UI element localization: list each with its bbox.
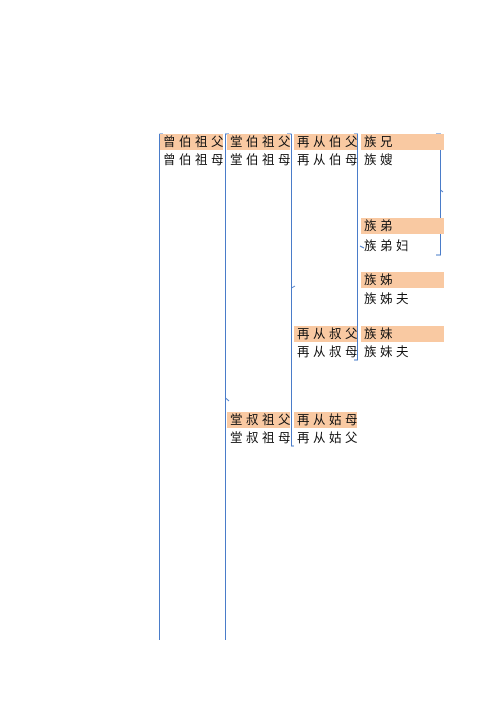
node-label: 族嫂 (364, 152, 397, 167)
node-label: 再从姑父 (297, 430, 362, 445)
node-label: 再从伯父 (294, 134, 358, 150)
node-label: 再从伯母 (297, 152, 362, 167)
node-label: 族弟妇 (364, 238, 413, 253)
connector (225, 397, 230, 402)
node-label: 再从姑母 (294, 412, 358, 428)
node-label: 堂伯祖母 (230, 152, 295, 167)
node-label: 族姊夫 (364, 291, 413, 306)
node-label: 族兄 (361, 134, 444, 150)
node-label: 再从叔父 (294, 326, 358, 342)
connector (225, 133, 229, 640)
node-label: 曾伯祖母 (163, 152, 228, 167)
node-label: 堂叔祖父 (227, 412, 291, 428)
node-label: 族妹 (361, 326, 444, 342)
node-label: 族姊 (361, 272, 444, 288)
node-label: 堂叔祖母 (230, 430, 295, 445)
node-label: 再从叔母 (297, 344, 362, 359)
connector (436, 133, 441, 256)
node-label: 曾伯祖父 (160, 134, 224, 150)
connector (291, 134, 294, 447)
node-label: 族妹夫 (364, 344, 413, 359)
connector (359, 189, 444, 249)
node-label: 族弟 (361, 218, 444, 234)
node-label: 堂伯祖父 (227, 134, 291, 150)
